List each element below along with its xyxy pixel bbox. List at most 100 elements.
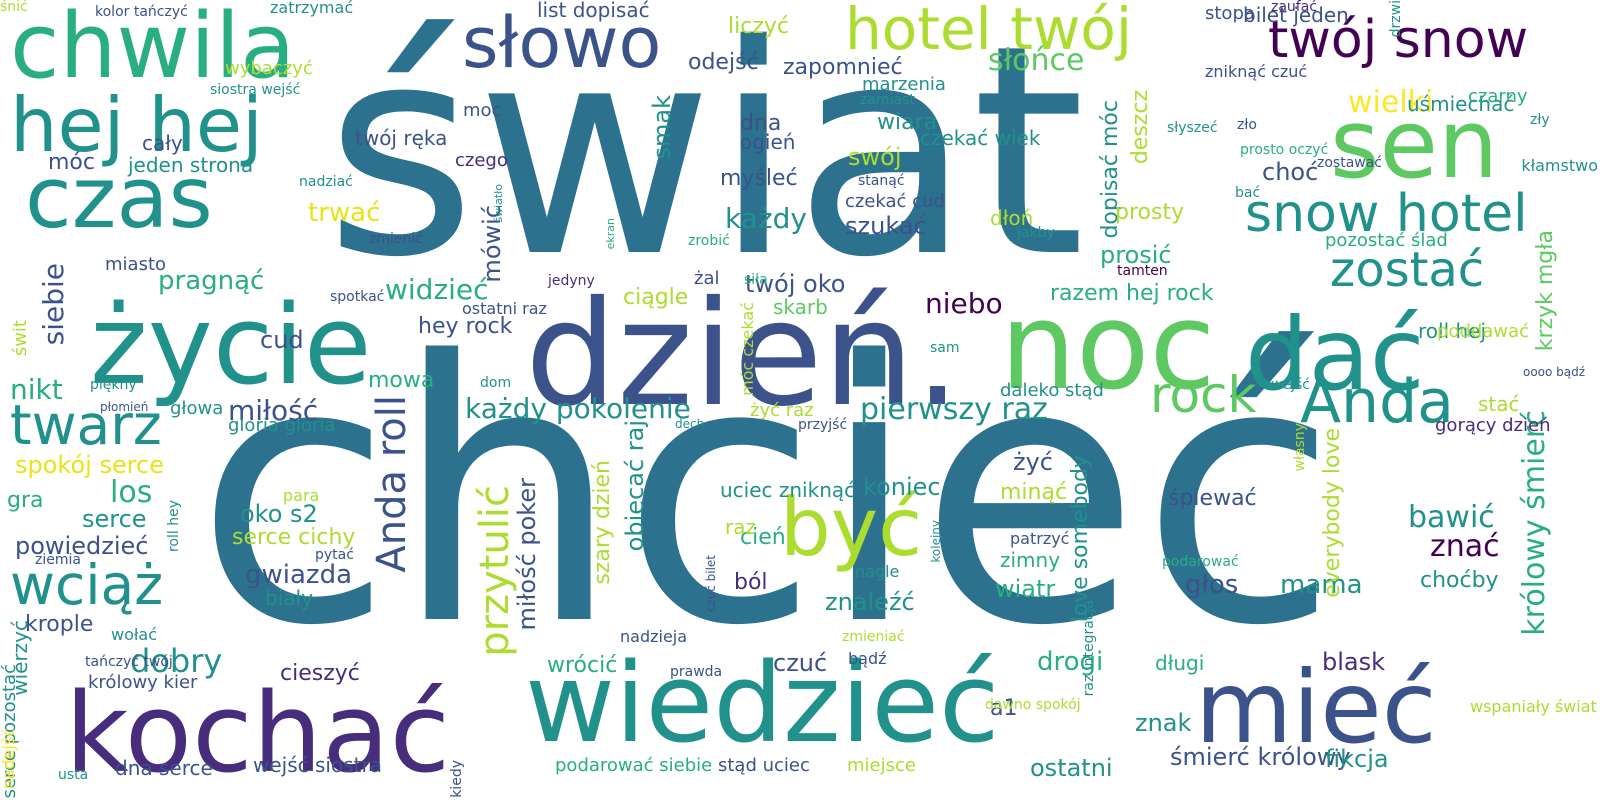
word-pytać: pytać <box>315 547 354 563</box>
word-twój-ręka: twój ręka <box>355 126 448 150</box>
word-zostać: zostać <box>1330 242 1485 298</box>
word-dobry: dobry <box>130 642 223 680</box>
word-smak: smak <box>648 95 676 160</box>
word-przyjść: przyjść <box>798 417 848 433</box>
word-gloria-gloria: gloria gloria <box>228 415 336 436</box>
word-moc: moc <box>463 100 502 121</box>
word-deszcz: deszcz <box>1128 90 1153 165</box>
word-świat: świat <box>325 0 1086 321</box>
word-hej-hej: hej hej <box>10 81 263 169</box>
word-biały: biały <box>265 586 314 610</box>
word-ciągle: ciągle <box>623 285 689 310</box>
word-dech: dech <box>675 417 705 431</box>
word-bilet-jeden: bilet jeden <box>1243 3 1349 27</box>
word-anda: Anda <box>1300 367 1454 437</box>
word-minąć: minąć <box>1000 480 1068 505</box>
word-hotel-twój: hotel twój <box>845 0 1132 63</box>
word-przytulić: przytulić <box>472 485 518 657</box>
word-czarny: czarny <box>1468 86 1528 107</box>
word-życie: życie <box>90 281 372 409</box>
word-zły: zły <box>1530 112 1550 128</box>
word-usta: usta <box>58 767 89 783</box>
word-cień: cień <box>740 525 786 550</box>
word-nagle: nagle <box>855 562 900 581</box>
word-słońce: słońce <box>988 43 1085 78</box>
word-everybody-love: everybody love <box>1320 428 1345 598</box>
word-oko-s2: oko s2 <box>240 500 318 528</box>
word-móc: móc <box>48 150 95 175</box>
word-głowa: głowa <box>170 398 224 419</box>
word-zło: zło <box>1237 117 1257 133</box>
word-prosty: prosty <box>1115 200 1185 225</box>
word-królowy-kier: królowy kier <box>88 672 198 693</box>
word-tamten: tamten <box>1117 263 1168 279</box>
word-zniknąć-czuć: zniknąć czuć <box>1205 62 1308 81</box>
word-jakby: jakby <box>1017 225 1055 241</box>
word-list-dopisać: list dopisać <box>537 0 650 22</box>
word-wybaczyć: wybaczyć <box>225 58 313 79</box>
word-ostatni-raz: ostatni raz <box>462 299 547 318</box>
word-wrócić: wrócić <box>547 653 618 678</box>
word-pierwszy-raz: pierwszy raz <box>860 392 1048 427</box>
word-móc-czekać: móc czekać <box>738 302 757 396</box>
word-nikt: nikt <box>10 373 63 406</box>
word-zmieniać: zmieniać <box>842 629 905 645</box>
word-zapomnieć: zapomnieć <box>783 55 903 80</box>
word-pragnąć: pragnąć <box>158 266 265 296</box>
word-obiecać-raj: obiecać raj <box>621 420 649 552</box>
word-prawda: prawda <box>670 664 723 680</box>
word-czas: czas <box>25 149 213 248</box>
word-czego: czego <box>455 150 508 171</box>
word-śnić: śnić <box>0 0 28 15</box>
word-wspaniały-świat: wspaniały świat <box>1470 697 1597 716</box>
word-wiedzieć: wiedzieć <box>525 639 1000 767</box>
word-stąd-uciec: stąd uciec <box>718 755 810 776</box>
word-twój-snow: twój snow <box>1268 10 1529 70</box>
word-patrzyć: patrzyć <box>1010 529 1070 548</box>
word-czekać-cud: czekać cud <box>845 191 945 212</box>
word-serce: serce <box>82 505 147 533</box>
word-czekać-wiek: czekać wiek <box>920 126 1041 150</box>
word-swój: swój <box>848 143 902 171</box>
word-nadzieja: nadzieja <box>620 627 688 646</box>
word-prosić: prosić <box>1100 241 1172 269</box>
word-siła: siła <box>744 272 768 288</box>
word-kłamstwo: kłamstwo <box>1521 156 1598 175</box>
word-dawno-spokój: dawno spokój <box>985 697 1081 713</box>
word-własny: własny <box>1292 423 1308 472</box>
word-mama: mama <box>1280 570 1363 600</box>
word-bać: bać <box>1235 185 1261 201</box>
word-noc: noc <box>1000 278 1216 417</box>
word-piękny: piękny <box>90 377 137 393</box>
word-krople: krople <box>25 612 94 637</box>
word-każdy: każdy <box>725 202 807 235</box>
word-powiedzieć: powiedzieć <box>15 532 149 560</box>
word-twój-oko: twój oko <box>745 270 846 298</box>
word-gwiazda: gwiazda <box>245 560 353 590</box>
word-długi: długi <box>1155 651 1205 675</box>
word-choćby: choćby <box>1420 568 1499 593</box>
word-sen: sen <box>1330 90 1499 200</box>
word-serce-cichy: serce cichy <box>232 525 356 550</box>
word-zmienić: zmienić <box>369 231 423 247</box>
word-czuć: czuć <box>773 649 828 677</box>
word-zatrzymać: zatrzymać <box>270 0 354 17</box>
word-raz-integracja: raz integracja <box>1081 600 1097 697</box>
word-chcieć: chcieć <box>195 285 1339 704</box>
word-dzień.: dzień. <box>525 270 961 439</box>
word-głos: głos <box>1185 570 1239 600</box>
word-fikcja: fikcja <box>1325 745 1389 773</box>
word-drzwi: drzwi <box>1388 0 1404 38</box>
word-cieszyć: cieszyć <box>280 661 360 686</box>
word-kolor-tańczyć: kolor tańczyć <box>95 4 188 20</box>
word-mieć: mieć <box>1195 649 1437 766</box>
word-siostra-wejść: siostra wejść <box>210 82 301 98</box>
word-stanąć: stanąć <box>858 173 905 189</box>
word-wejść-siostra: wejść siostra <box>253 753 382 777</box>
word-wołać: wołać <box>111 625 158 644</box>
word-podarować: podarować <box>1162 554 1239 570</box>
word-snow-hotel: snow hotel <box>1245 184 1528 244</box>
word-cud: cud <box>260 326 304 354</box>
word-spokój-serce: spokój serce <box>15 451 165 479</box>
